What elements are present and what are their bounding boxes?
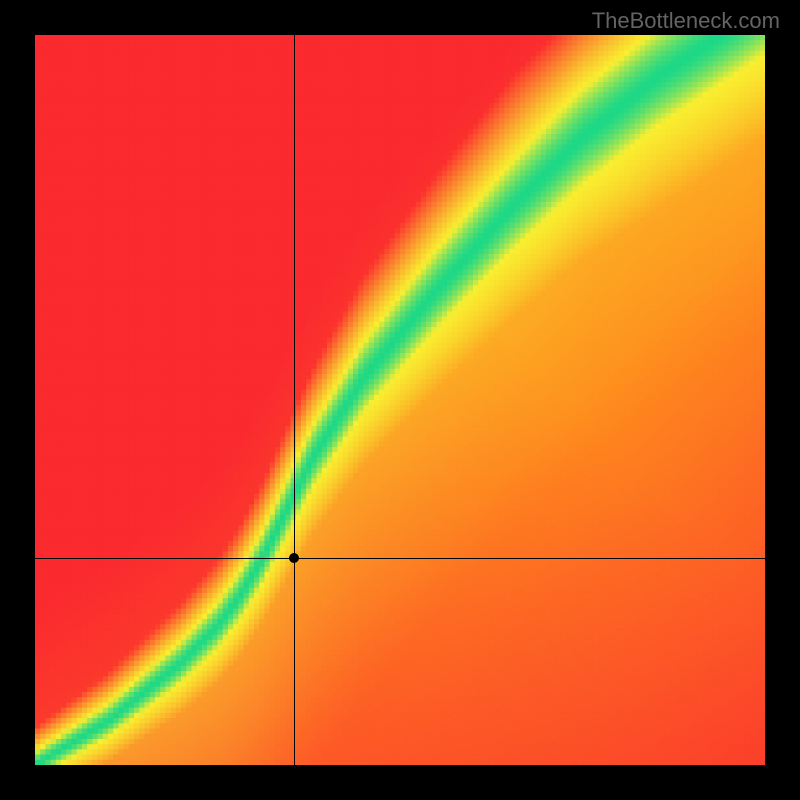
watermark-text: TheBottleneck.com [592,8,780,34]
crosshair-marker [289,553,299,563]
crosshair-horizontal [35,558,765,559]
plot-area [35,35,765,765]
heatmap-canvas [35,35,765,765]
chart-container: TheBottleneck.com [0,0,800,800]
crosshair-vertical [294,35,295,765]
